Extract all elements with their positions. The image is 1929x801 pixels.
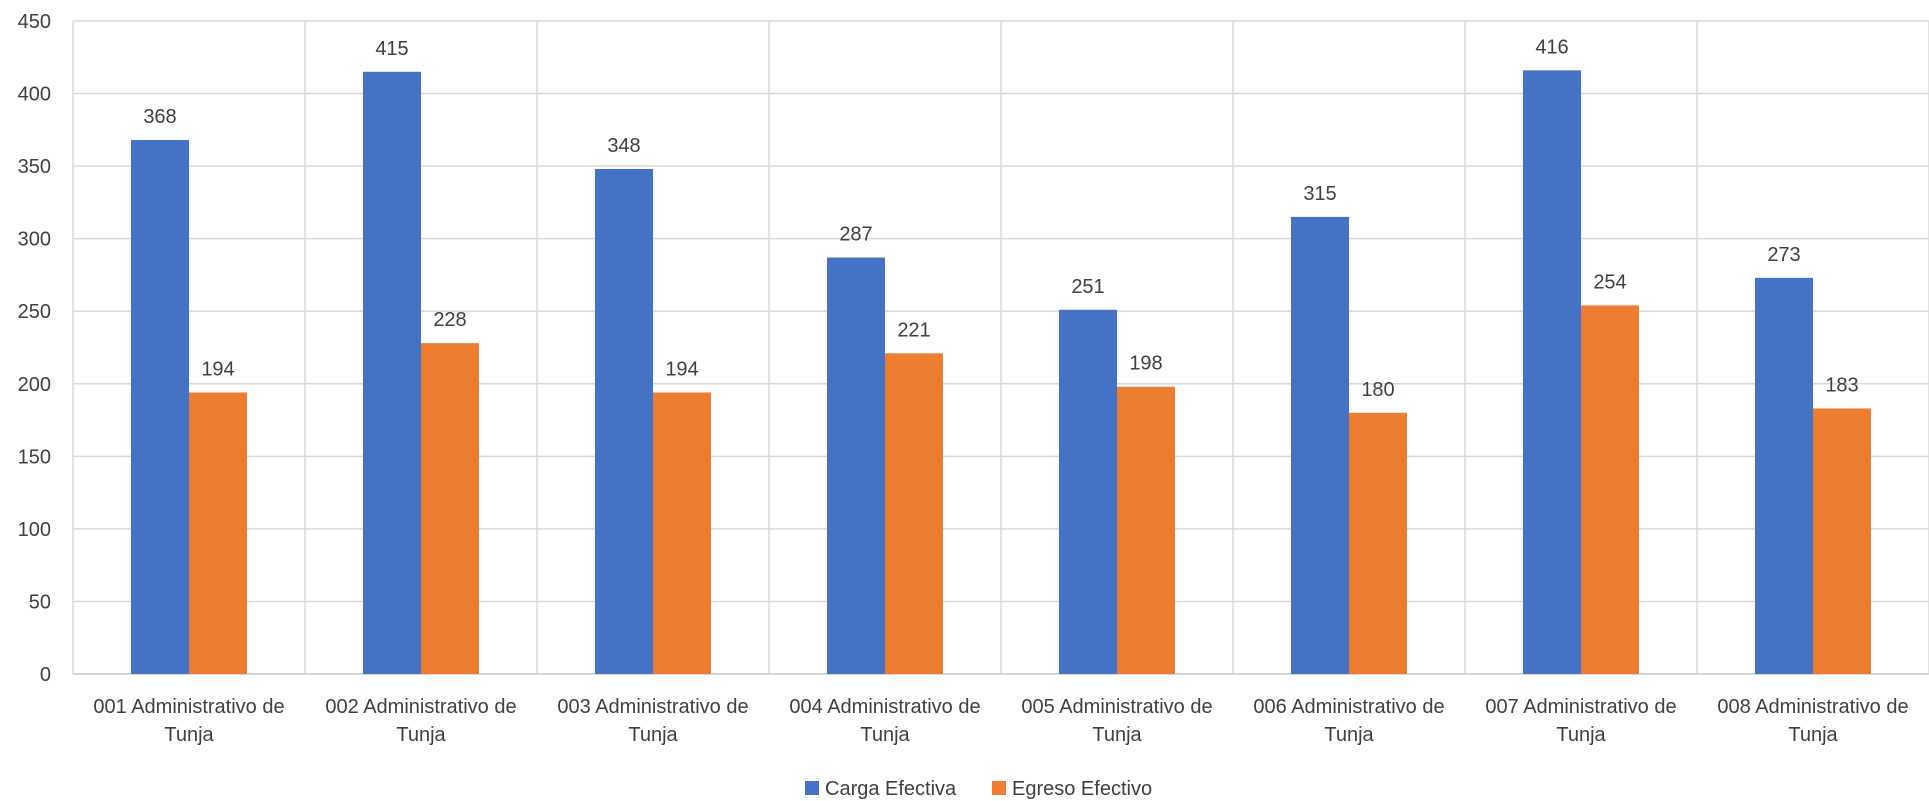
bar-carga-2 bbox=[363, 71, 421, 675]
x-axis-categories: 001 Administrativo de Tunja 002 Administra… bbox=[93, 696, 1908, 746]
data-label: 348 bbox=[607, 135, 640, 157]
y-tick-label: 300 bbox=[18, 229, 51, 251]
bar-egreso-6 bbox=[1349, 412, 1407, 674]
legend-swatch-carga bbox=[805, 781, 819, 795]
bar-carga-1 bbox=[131, 139, 189, 675]
x-category-label: Tunja bbox=[1556, 724, 1606, 746]
legend-label: Egreso Efectivo bbox=[1012, 778, 1152, 800]
gridlines bbox=[72, 20, 1929, 675]
data-label: 251 bbox=[1071, 276, 1104, 298]
x-category-label: Tunja bbox=[628, 724, 678, 746]
y-tick-label: 200 bbox=[18, 374, 51, 396]
x-category-label: Tunja bbox=[164, 724, 214, 746]
x-category-label: Tunja bbox=[860, 724, 910, 746]
data-label: 183 bbox=[1825, 374, 1858, 396]
y-tick-label: 150 bbox=[18, 446, 51, 468]
bar-carga-4 bbox=[827, 257, 885, 674]
x-category-label: 005 Administrativo de bbox=[1021, 696, 1212, 718]
x-category-label: 006 Administrativo de bbox=[1253, 696, 1444, 718]
bars bbox=[131, 70, 1871, 675]
data-label: 287 bbox=[839, 224, 872, 246]
bar-carga-7 bbox=[1523, 70, 1581, 675]
y-tick-label: 50 bbox=[29, 591, 51, 613]
y-axis-ticks: 0 50 100 150 200 250 300 350 400 450 bbox=[18, 11, 51, 686]
bar-carga-8 bbox=[1755, 277, 1813, 674]
data-label: 194 bbox=[201, 358, 234, 380]
x-category-label: Tunja bbox=[1092, 724, 1142, 746]
bar-egreso-1 bbox=[189, 392, 247, 674]
y-tick-label: 250 bbox=[18, 301, 51, 323]
data-label: 416 bbox=[1535, 36, 1568, 58]
data-label: 415 bbox=[375, 38, 408, 60]
y-tick-label: 100 bbox=[18, 519, 51, 541]
bar-carga-3 bbox=[595, 169, 653, 674]
data-label: 315 bbox=[1303, 183, 1336, 205]
data-labels: 368 194 415 228 348 194 287 221 251 198 315 180 416 2… bbox=[143, 36, 1858, 400]
y-tick-label: 400 bbox=[18, 84, 51, 106]
data-label: 368 bbox=[143, 106, 176, 128]
bar-egreso-3 bbox=[653, 392, 711, 674]
x-category-label: Tunja bbox=[1324, 724, 1374, 746]
bar-egreso-4 bbox=[885, 353, 943, 674]
data-label: 228 bbox=[433, 309, 466, 331]
y-tick-label: 450 bbox=[18, 11, 51, 33]
bar-egreso-2 bbox=[421, 343, 479, 674]
x-category-label: Tunja bbox=[1788, 724, 1838, 746]
x-category-label: 003 Administrativo de bbox=[557, 696, 748, 718]
data-label: 254 bbox=[1593, 271, 1626, 293]
data-label: 194 bbox=[665, 358, 698, 380]
data-label: 180 bbox=[1361, 379, 1394, 401]
legend-swatch-egreso bbox=[992, 781, 1006, 795]
x-category-label: 002 Administrativo de bbox=[325, 696, 516, 718]
x-category-label: Tunja bbox=[396, 724, 446, 746]
x-category-label: 008 Administrativo de bbox=[1717, 696, 1908, 718]
bar-egreso-8 bbox=[1813, 408, 1871, 674]
data-label: 198 bbox=[1129, 353, 1162, 375]
bar-carga-5 bbox=[1059, 309, 1117, 674]
legend: Carga Efectiva Egreso Efectivo bbox=[805, 778, 1152, 800]
y-tick-label: 0 bbox=[40, 664, 51, 686]
data-label: 273 bbox=[1767, 244, 1800, 266]
bar-carga-6 bbox=[1291, 216, 1349, 674]
x-category-label: 004 Administrativo de bbox=[789, 696, 980, 718]
x-category-label: 007 Administrativo de bbox=[1485, 696, 1676, 718]
bar-egreso-7 bbox=[1581, 305, 1639, 674]
data-label: 221 bbox=[897, 319, 930, 341]
bar-egreso-5 bbox=[1117, 386, 1175, 674]
y-tick-label: 350 bbox=[18, 156, 51, 178]
x-category-label: 001 Administrativo de bbox=[93, 696, 284, 718]
legend-label: Carga Efectiva bbox=[825, 778, 957, 800]
